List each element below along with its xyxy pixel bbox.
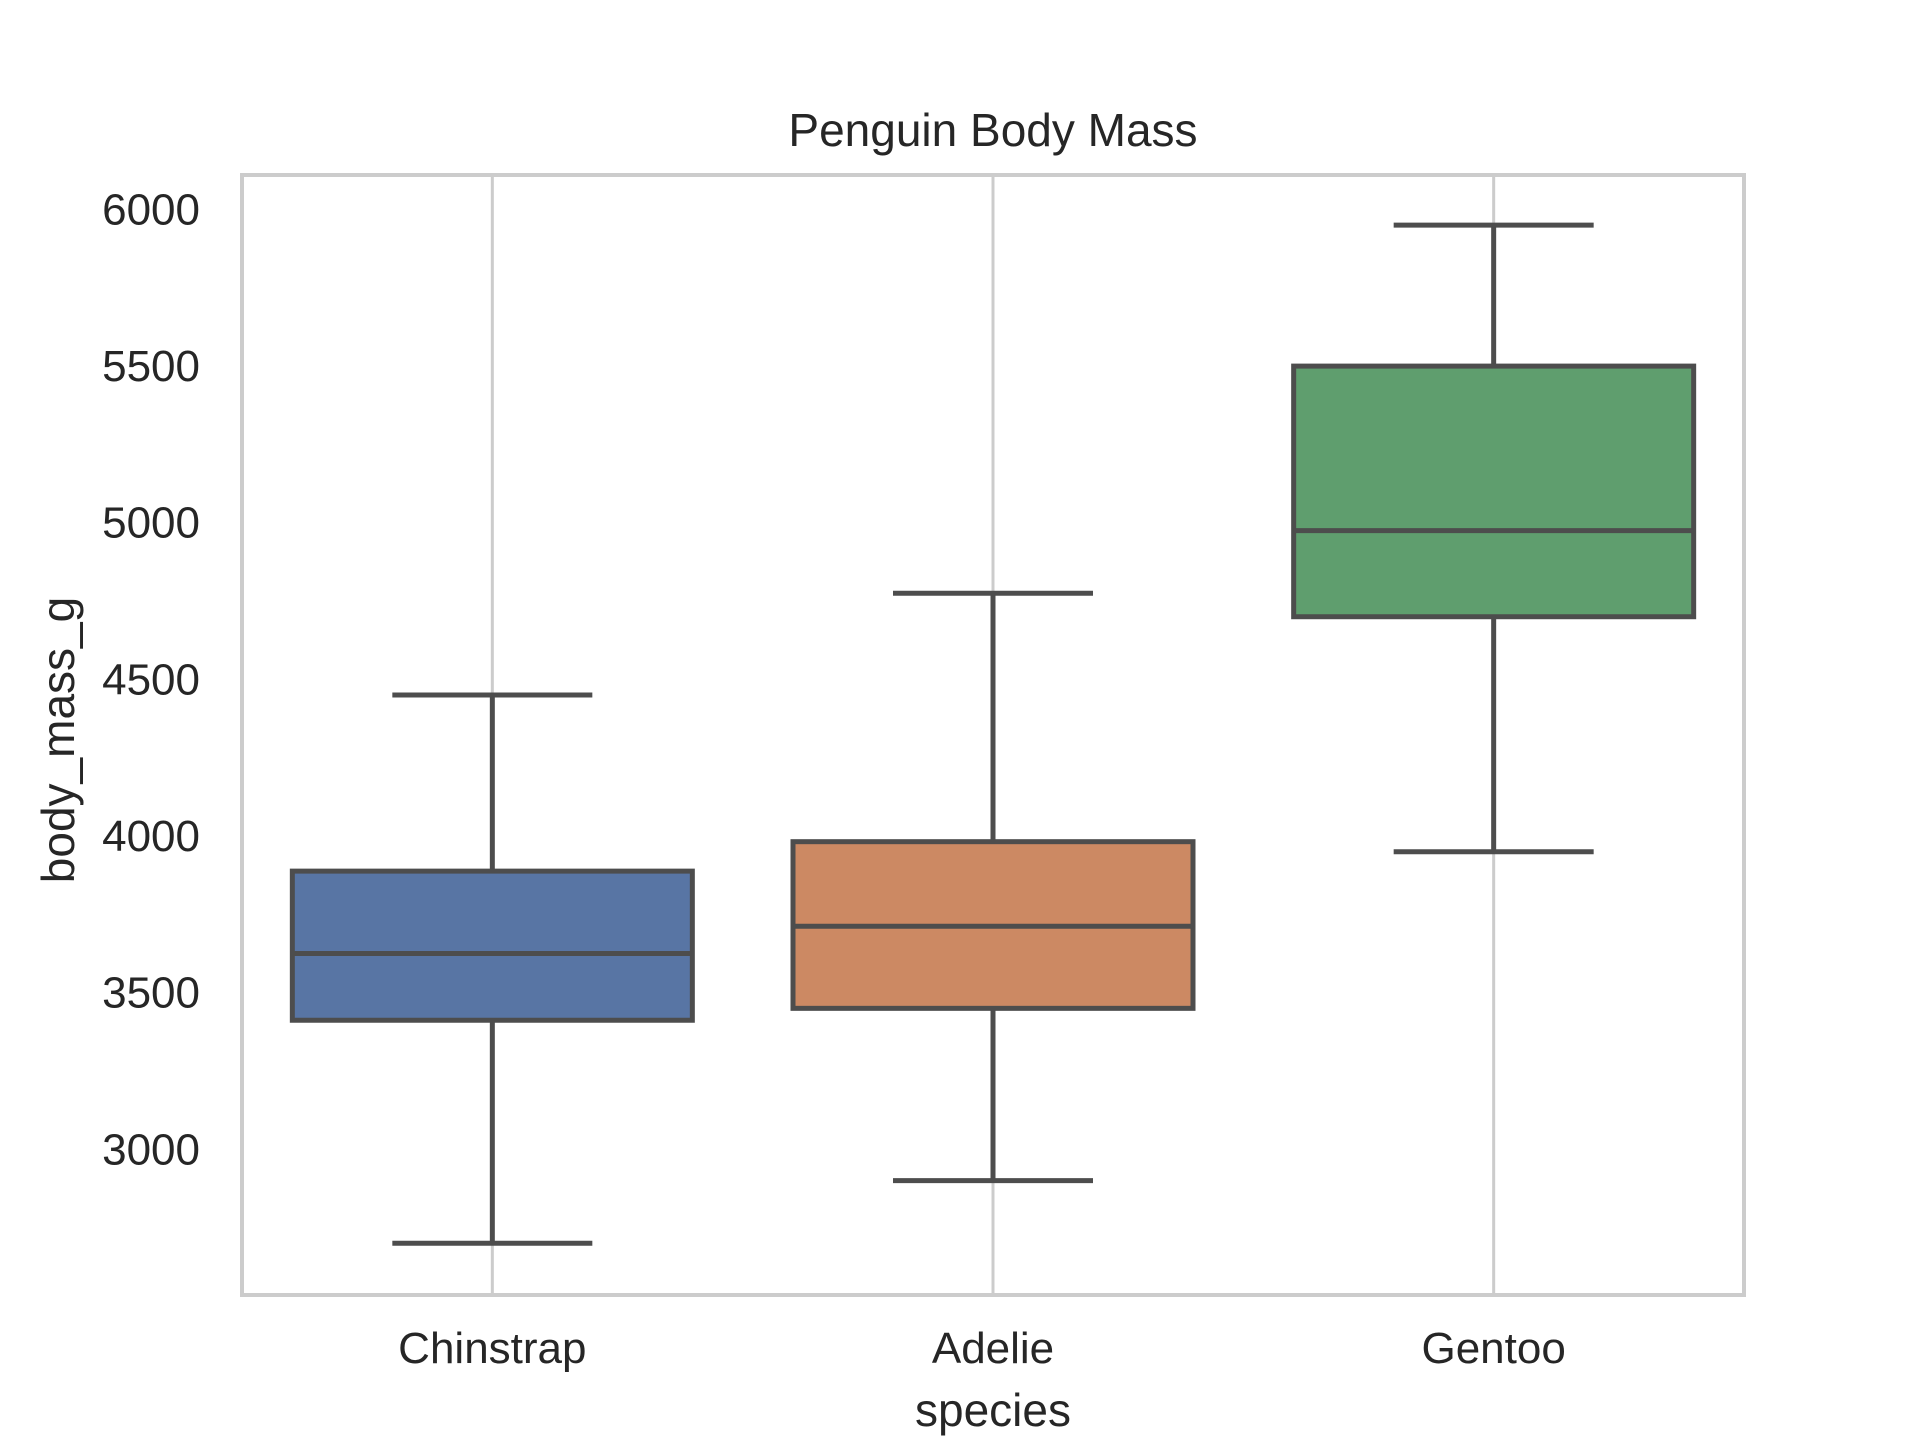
x-tick-label: Chinstrap: [398, 1324, 586, 1373]
x-tick-label: Gentoo: [1421, 1324, 1565, 1373]
y-tick-label: 3500: [102, 969, 200, 1018]
x-tick-labels: Chinstrap Adelie Gentoo: [398, 1324, 1566, 1373]
y-tick-label: 6000: [102, 185, 200, 234]
boxes-layer: [289, 222, 1697, 1246]
y-tick-label: 5500: [102, 342, 200, 391]
box-adelie: [790, 590, 1196, 1184]
y-tick-label: 4500: [102, 655, 200, 704]
y-axis-label: body_mass_g: [32, 597, 84, 883]
chart-title: Penguin Body Mass: [788, 104, 1197, 156]
iqr-box: [289, 868, 695, 1023]
box-gentoo: [1291, 222, 1697, 855]
y-tick-label: 4000: [102, 812, 200, 861]
plot-area-frame: [240, 173, 1746, 1297]
y-tick-labels: 3000 3500 4000 4500 5000 5500 6000: [102, 185, 200, 1174]
box-chinstrap: [289, 692, 695, 1246]
iqr-box: [1291, 363, 1697, 620]
y-tick-label: 5000: [102, 499, 200, 548]
y-tick-label: 3000: [102, 1125, 200, 1174]
x-tick-label: Adelie: [932, 1324, 1054, 1373]
x-axis-label: species: [915, 1384, 1071, 1436]
